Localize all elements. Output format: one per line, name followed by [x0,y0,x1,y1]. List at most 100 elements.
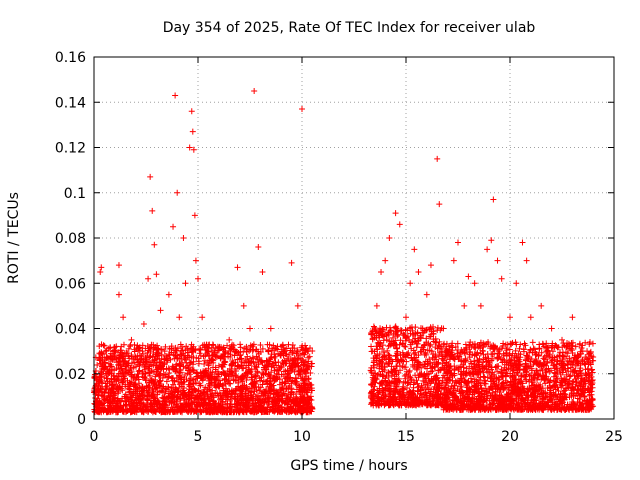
data-point [185,399,192,406]
data-point [112,394,119,401]
data-point [243,362,250,369]
data-point [240,373,247,380]
data-point [150,350,157,357]
data-point [211,401,218,408]
data-point [123,349,130,356]
data-point [94,395,101,402]
data-point [288,408,295,415]
data-point [589,366,596,373]
data-point [122,398,129,405]
data-point [287,374,294,381]
data-point [186,371,193,378]
data-point [171,389,178,396]
data-point [249,355,256,362]
data-point [201,386,208,393]
data-point [96,350,103,357]
data-point [176,360,183,367]
data-point [210,357,217,364]
data-point [144,363,151,370]
data-point [215,362,222,369]
data-point [134,342,141,349]
data-point [112,409,119,416]
data-point [202,384,209,391]
data-point [282,407,289,414]
data-point [308,360,315,367]
data-point [273,402,280,409]
data-point [540,355,547,362]
data-point [152,373,159,380]
data-point [154,391,161,398]
data-point [259,345,266,352]
data-point [268,369,275,376]
data-point [190,368,197,375]
data-point [161,361,168,368]
data-point [140,392,147,399]
data-point [197,408,204,415]
data-point [112,376,119,383]
data-point [158,345,165,352]
data-point [296,368,303,375]
data-point [148,341,155,348]
data-point [127,343,134,350]
data-point [150,362,157,369]
data-point [107,361,114,368]
data-point [223,376,230,383]
data-point [193,354,200,361]
data-point [106,369,113,376]
data-point [184,346,191,353]
data-point [279,398,286,405]
data-point [270,394,277,401]
data-point [133,375,140,382]
data-point [251,383,258,390]
chart-title: Day 354 of 2025, Rate Of TEC Index for r… [163,20,536,36]
data-point [254,396,261,403]
data-point [151,357,158,364]
data-point [173,369,180,376]
data-point [145,347,152,354]
data-point [121,393,128,400]
data-point [239,365,246,372]
data-points [91,87,597,416]
data-point [305,358,312,365]
data-point [157,370,164,377]
data-point [186,389,193,396]
data-point [277,351,284,358]
data-point [265,363,272,370]
data-point [183,343,190,350]
data-point [186,359,193,366]
data-point [144,343,151,350]
data-point [194,370,201,377]
data-point [306,353,313,360]
data-point [166,352,173,359]
data-point [159,374,166,381]
data-point [110,381,117,388]
data-point [238,355,245,362]
data-point [249,401,256,408]
data-point [117,362,124,369]
data-point [289,357,296,364]
data-point [252,373,259,380]
data-point [109,366,116,373]
data-point [195,360,202,367]
data-point [279,379,286,386]
data-point [237,344,244,351]
data-point [238,386,245,393]
data-point [196,350,203,357]
data-point [256,403,263,410]
data-point [273,362,280,369]
data-point [154,342,161,349]
data-point [146,372,153,379]
data-point [252,346,259,353]
data-point [227,353,234,360]
data-point [158,351,165,358]
data-point [139,342,146,349]
data-point [230,342,237,349]
data-point [135,368,142,375]
data-point [219,399,226,406]
data-point [152,344,159,351]
data-point [165,384,172,391]
data-point [406,367,413,374]
data-point [126,385,133,392]
data-point [585,365,592,372]
data-point [177,351,184,358]
